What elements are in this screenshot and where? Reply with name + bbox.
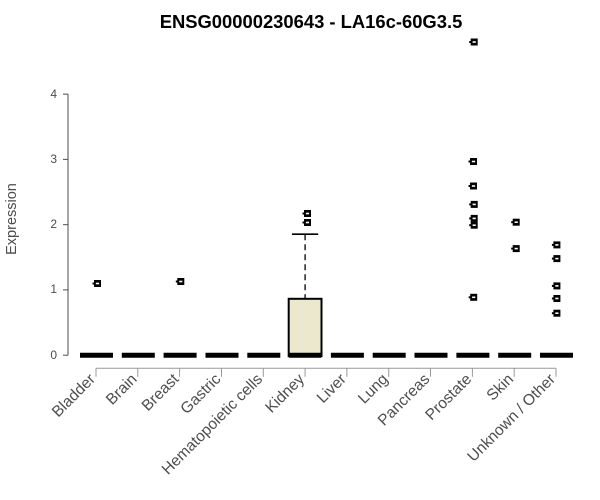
svg-text:Liver: Liver [314,371,350,407]
svg-text:Bladder: Bladder [49,371,99,421]
svg-text:Kidney: Kidney [262,371,308,417]
svg-text:Skin: Skin [484,371,517,404]
svg-text:3: 3 [50,152,57,166]
svg-text:Expression: Expression [4,183,20,255]
svg-text:Prostate: Prostate [422,371,475,424]
svg-text:2: 2 [50,217,57,231]
svg-text:Brain: Brain [103,371,141,409]
svg-text:Breast: Breast [139,370,183,414]
svg-text:4: 4 [50,87,57,101]
svg-text:1: 1 [50,282,57,296]
svg-text:ENSG00000230643 - LA16c-60G3.5: ENSG00000230643 - LA16c-60G3.5 [160,11,463,32]
svg-text:0: 0 [50,348,57,362]
svg-text:Lung: Lung [355,371,391,407]
